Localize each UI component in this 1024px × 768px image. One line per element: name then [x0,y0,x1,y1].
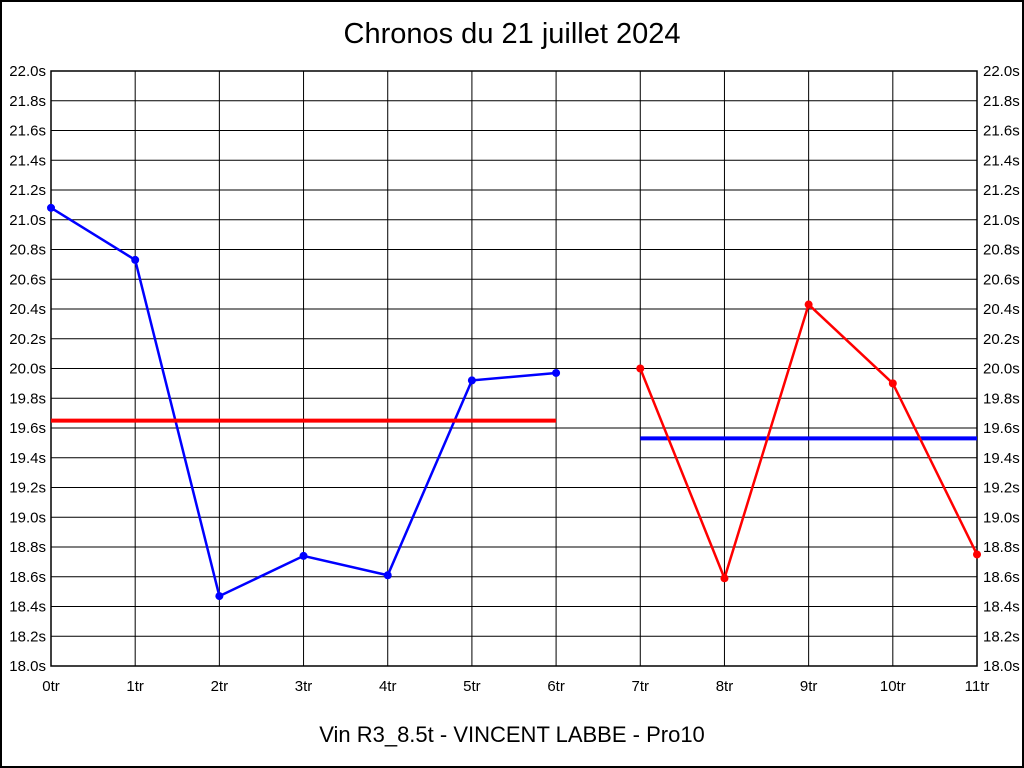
y-tick-label-left: 21.0s [9,212,46,229]
y-tick-label-left: 19.0s [9,509,46,526]
x-tick-label: 9tr [800,678,818,695]
y-tick-label-right: 20.8s [983,242,1020,259]
data-point-marker [804,300,813,309]
y-tick-label-right: 20.4s [983,301,1020,318]
y-tick-label-right: 18.0s [983,658,1020,675]
y-tick-label-right: 22.0s [983,63,1020,80]
y-tick-label-right: 21.8s [983,93,1020,110]
y-tick-label-right: 21.6s [983,123,1020,140]
y-tick-label-left: 19.2s [9,480,46,497]
x-tick-label: 2tr [211,678,229,695]
x-tick-label: 7tr [632,678,650,695]
y-tick-label-left: 18.4s [9,599,46,616]
y-tick-label-left: 21.4s [9,152,46,169]
data-point-marker [383,571,392,580]
y-tick-label-right: 18.4s [983,599,1020,616]
y-tick-label-right: 19.2s [983,480,1020,497]
data-point-marker [720,574,729,583]
x-tick-label: 10tr [880,678,906,695]
y-tick-label-left: 18.8s [9,539,46,556]
y-tick-label-right: 20.6s [983,271,1020,288]
y-tick-label-left: 18.0s [9,658,46,675]
x-tick-label: 8tr [716,678,734,695]
y-tick-label-left: 20.2s [9,331,46,348]
y-tick-label-left: 20.4s [9,301,46,318]
data-point-marker [552,368,561,377]
x-tick-label: 6tr [547,678,565,695]
x-tick-label: 1tr [126,678,144,695]
data-point-marker [973,550,981,559]
y-tick-label-left: 19.8s [9,390,46,407]
x-tick-label: 4tr [379,678,397,695]
y-tick-label-left: 19.6s [9,420,46,437]
data-point-marker [215,592,224,601]
y-tick-label-left: 22.0s [9,63,46,80]
y-tick-label-right: 21.0s [983,212,1020,229]
chart-title: Chronos du 21 juillet 2024 [343,18,681,50]
y-tick-label-right: 20.0s [983,361,1020,378]
y-tick-label-right: 19.6s [983,420,1020,437]
data-point-marker [467,376,476,385]
x-tick-label: 3tr [295,678,313,695]
data-point-marker [636,364,645,373]
data-point-marker [131,255,140,264]
y-tick-label-right: 18.8s [983,539,1020,556]
y-tick-label-left: 18.2s [9,628,46,645]
y-tick-label-left: 20.0s [9,361,46,378]
y-tick-label-left: 20.6s [9,271,46,288]
y-tick-label-left: 19.4s [9,450,46,467]
y-tick-label-left: 21.8s [9,93,46,110]
x-tick-label: 5tr [463,678,481,695]
x-tick-label: 11tr [965,678,990,695]
y-tick-label-right: 19.0s [983,509,1020,526]
y-tick-label-right: 20.2s [983,331,1020,348]
data-point-marker [47,203,55,212]
y-tick-label-right: 19.8s [983,390,1020,407]
y-tick-label-left: 21.2s [9,182,46,199]
x-tick-label: 0tr [42,678,60,695]
y-tick-label-right: 18.6s [983,569,1020,586]
plot-border [50,70,978,667]
y-tick-label-right: 18.2s [983,628,1020,645]
data-point-marker [888,379,897,388]
y-tick-label-right: 21.4s [983,152,1020,169]
y-tick-label-right: 19.4s [983,450,1020,467]
y-tick-label-left: 21.6s [9,123,46,140]
chart-footer: Vin R3_8.5t - VINCENT LABBE - Pro10 [319,722,705,747]
y-tick-label-left: 18.6s [9,569,46,586]
y-tick-label-right: 21.2s [983,182,1020,199]
data-point-marker [299,551,308,560]
y-tick-label-left: 20.8s [9,242,46,259]
